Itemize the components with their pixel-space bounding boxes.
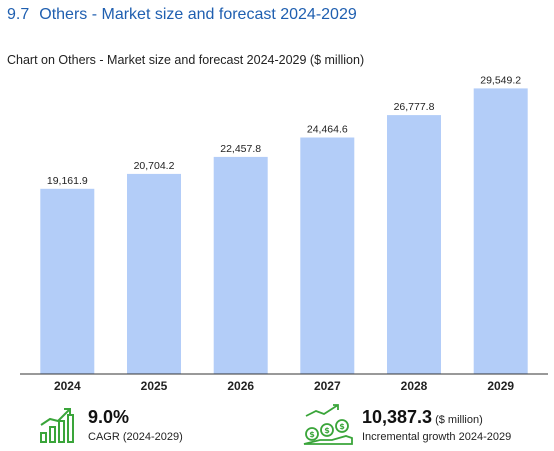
bar-value-label: 19,161.9 [47,175,88,187]
bar-chart: 19,161.9 20,704.2 22,457.8 24,464.6 26,777.8… [20,74,548,393]
section-number: 9.7 [7,6,30,23]
svg-text:$: $ [309,430,315,439]
incremental-stat: 10,387.3 ($ million) Incremental growth 2… [362,407,511,443]
incremental-value: 10,387.3 [362,407,433,427]
section-title: Others - Market size and forecast 2024-2… [39,6,357,23]
x-tick-label: 2026 [227,379,254,393]
bar-2029 [473,88,528,375]
svg-text:$: $ [324,426,330,435]
bars-layer [40,88,528,375]
bar-value-label: 26,777.8 [394,101,435,113]
x-tick-label: 2027 [314,379,341,393]
bar-2027 [300,137,355,374]
bar-2028 [387,115,441,374]
x-tick-label: 2028 [401,379,428,393]
incremental-description: Incremental growth 2024-2029 [362,431,512,443]
labels-layer: 19,161.9 20,704.2 22,457.8 24,464.6 26,777.8… [47,74,521,186]
bar-value-label: 20,704.2 [134,160,175,172]
bar-value-label: 29,549.2 [480,74,521,86]
x-tick-label: 2025 [141,379,168,393]
bar-2024 [40,188,95,374]
incremental-unit: ($ million) [435,414,483,426]
cagr-stat: 9.0% CAGR (2024-2029) [88,407,183,443]
bar-2025 [127,173,181,374]
money-growth-icon: $ $ $ [303,404,353,445]
cagr-description: CAGR (2024-2029) [88,431,183,443]
x-tick-label: 2024 [54,379,81,393]
growth-bars-icon [40,408,74,443]
x-tick-label: 2029 [487,379,514,393]
chart-caption: Chart on Others - Market size and foreca… [7,53,365,67]
bar-value-label: 24,464.6 [307,124,348,136]
ticks-layer: 2024 2025 2026 2027 2028 2029 [54,379,514,393]
bar-value-label: 22,457.8 [220,143,261,155]
cagr-value: 9.0% [88,407,130,427]
svg-text:$: $ [339,422,345,431]
bar-2026 [213,156,268,374]
section-heading: 9.7 Others - Market size and forecast 202… [7,6,357,24]
